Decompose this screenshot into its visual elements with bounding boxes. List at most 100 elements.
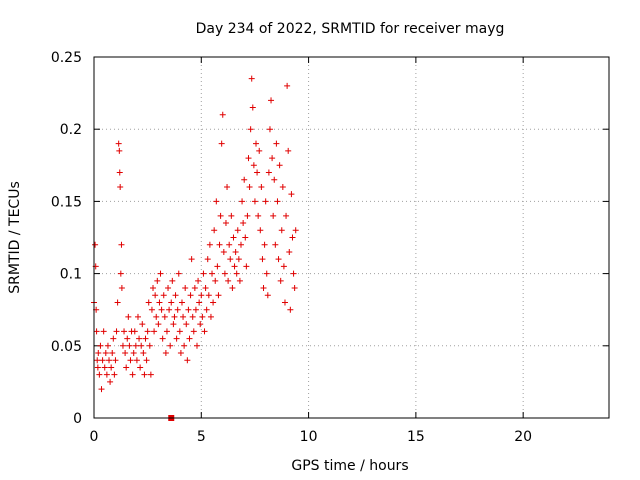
data-point [277,277,284,284]
y-tick-label: 0.1 [60,267,82,283]
data-point [263,270,270,277]
data-point [186,335,193,342]
data-point [207,313,214,320]
data-point [121,328,128,335]
data-point [201,328,208,335]
data-point [219,111,226,118]
data-point [113,328,120,335]
data-point [274,198,281,205]
data-point [265,169,272,176]
y-tick-label: 0.05 [51,339,82,355]
data-point [165,285,172,292]
data-point [234,227,241,234]
data-point [259,256,266,263]
data-point [166,306,173,313]
y-tick-label: 0.2 [60,122,82,138]
data-point [155,321,162,328]
data-point [244,212,251,219]
data-point [129,371,136,378]
data-point [272,241,279,248]
data-point [199,313,206,320]
data-point [143,357,150,364]
data-point [94,364,101,371]
data-point [256,147,263,154]
data-point [289,234,296,241]
data-point [236,277,243,284]
data-point [291,285,298,292]
data-point [140,350,147,357]
data-point [116,169,123,176]
data-point [235,256,242,263]
data-point [228,212,235,219]
data-point [230,234,237,241]
data-point [241,176,248,183]
chart-title: Day 234 of 2022, SRMTID for receiver may… [196,21,505,37]
data-point [280,263,287,270]
data-point [170,321,177,328]
axis-ticks: 0 5 10 15 20 0 0.05 0.1 0.15 0.2 0.25 [51,50,609,445]
data-point [118,285,125,292]
data-point [273,140,280,147]
data-point [168,299,175,306]
data-point [203,306,210,313]
data-point [109,350,116,357]
data-point [142,335,149,342]
data-point [130,350,137,357]
data-point [182,285,189,292]
data-point [251,198,258,205]
y-tick-label: 0 [73,411,82,427]
data-point [239,198,246,205]
data-point [217,212,224,219]
data-point [107,378,114,385]
data-point [93,328,100,335]
data-point [191,285,198,292]
data-point [102,350,109,357]
data-point [123,364,130,371]
data-point [150,285,157,292]
data-point [226,241,233,248]
data-point [174,306,181,313]
data-point [112,357,119,364]
data-point [253,140,260,147]
data-point [245,155,252,162]
data-point [196,299,203,306]
data-point [276,162,283,169]
data-point [237,241,244,248]
data-point [132,342,139,349]
data-point [172,292,179,299]
data-point [221,270,228,277]
y-tick-label: 0.25 [51,50,82,66]
data-point [154,277,161,284]
data-point [222,220,229,227]
data-point [92,241,99,248]
data-point [114,299,121,306]
data-point [229,285,236,292]
data-point [103,371,110,378]
data-point [209,270,216,277]
data-point [106,357,113,364]
data-point [288,191,295,198]
data-point [218,140,225,147]
data-point [133,357,140,364]
data-point [118,241,125,248]
data-point [188,256,195,263]
data-point [146,342,153,349]
data-point [225,277,232,284]
y-tick-label: 0.15 [51,194,82,210]
data-point [287,306,294,313]
data-point [180,313,187,320]
data-point [178,299,185,306]
data-point [151,328,158,335]
data-point [111,371,118,378]
data-point [119,342,126,349]
data-point [242,234,249,241]
data-point [258,183,265,190]
data-point [211,227,218,234]
data-point [212,277,219,284]
data-point [100,328,107,335]
data-point [148,306,155,313]
data-point [255,212,262,219]
data-point [224,183,231,190]
data-point [281,299,288,306]
data-point [94,357,101,364]
